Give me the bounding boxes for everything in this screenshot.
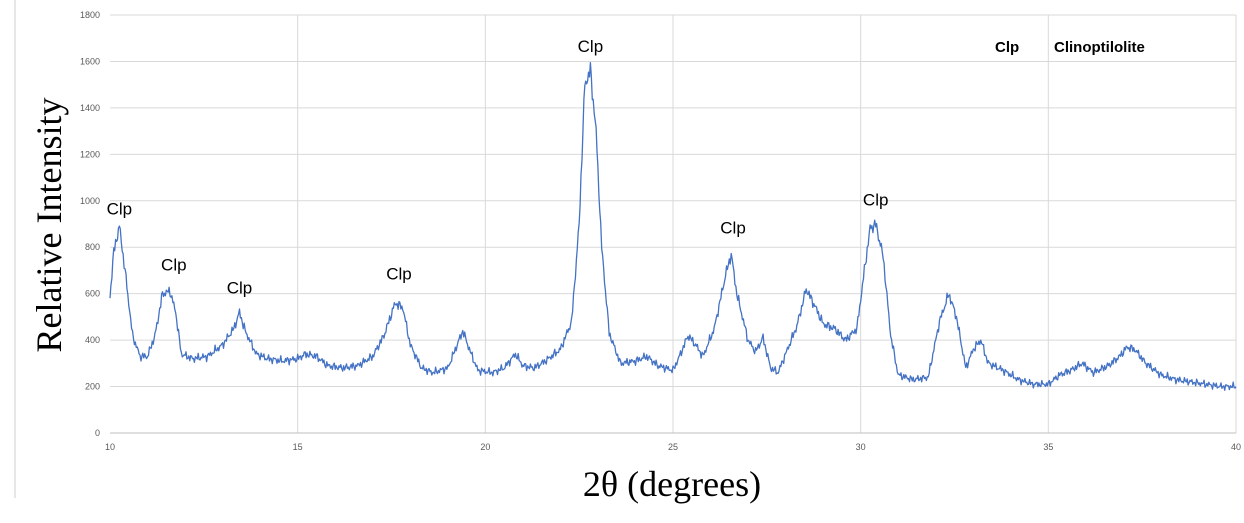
- y-axis-title: Relative Intensity: [29, 98, 69, 353]
- series-layer: [109, 62, 1237, 391]
- x-tick-label: 10: [105, 442, 115, 452]
- y-tick-label: 400: [85, 335, 100, 345]
- y-tick-label: 1400: [80, 103, 100, 113]
- x-tick-label: 20: [480, 442, 490, 452]
- y-tick-label: 0: [95, 428, 100, 438]
- peak-label: Clp: [107, 200, 133, 219]
- peak-label: Clp: [227, 279, 253, 298]
- x-tick-label: 35: [1043, 442, 1053, 452]
- y-tick-label: 800: [85, 242, 100, 252]
- legend-abbrev: Clp: [995, 39, 1019, 56]
- y-tick-label: 1600: [80, 56, 100, 66]
- peak-label: Clp: [720, 218, 746, 237]
- y-tick-label: 1000: [80, 196, 100, 206]
- x-tick-label: 30: [856, 442, 866, 452]
- peak-label: Clp: [578, 37, 604, 56]
- x-tick-label: 15: [293, 442, 303, 452]
- y-tick-label: 1800: [80, 10, 100, 20]
- peak-labels: Clp Clp Clp Clp Clp Clp Clp: [107, 37, 889, 298]
- peak-label: Clp: [161, 255, 187, 274]
- y-tick-label: 200: [85, 382, 100, 392]
- tick-labels: 0 200 400 600 800 1000 1200 1400 1600 1800 10 15 20 2…: [80, 10, 1241, 452]
- x-tick-label: 40: [1231, 442, 1241, 452]
- x-axis-title: 2θ (degrees): [583, 464, 761, 504]
- y-tick-label: 600: [85, 289, 100, 299]
- peak-label: Clp: [863, 190, 889, 209]
- legend-name: Clinoptilolite: [1054, 39, 1145, 56]
- x-tick-label: 25: [668, 442, 678, 452]
- grid-lines: [110, 14, 1237, 434]
- xrd-pattern-line: [109, 62, 1237, 391]
- peak-label: Clp: [386, 265, 412, 284]
- y-tick-label: 1200: [80, 149, 100, 159]
